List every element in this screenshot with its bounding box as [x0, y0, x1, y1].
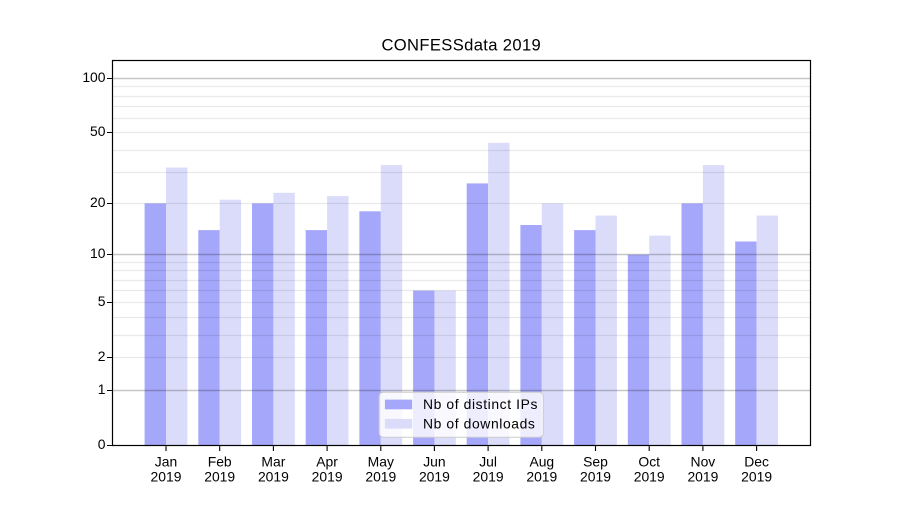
svg-text:10: 10	[90, 245, 106, 261]
svg-text:2019: 2019	[473, 469, 504, 485]
svg-text:2019: 2019	[580, 469, 611, 485]
svg-text:2019: 2019	[258, 469, 289, 485]
svg-text:Sep: Sep	[583, 454, 608, 470]
svg-text:5: 5	[98, 293, 106, 309]
svg-text:2019: 2019	[204, 469, 235, 485]
svg-text:2: 2	[98, 348, 106, 364]
svg-text:Nov: Nov	[691, 454, 716, 470]
svg-text:Jun: Jun	[423, 454, 445, 470]
svg-text:Nb of downloads: Nb of downloads	[423, 415, 535, 431]
svg-text:Jul: Jul	[479, 454, 497, 470]
svg-text:Nb of distinct IPs: Nb of distinct IPs	[423, 396, 538, 412]
svg-text:Feb: Feb	[208, 454, 232, 470]
svg-text:2019: 2019	[741, 469, 772, 485]
svg-text:Apr: Apr	[316, 454, 338, 470]
svg-text:CONFESSdata 2019: CONFESSdata 2019	[381, 36, 541, 55]
svg-text:Aug: Aug	[529, 454, 554, 470]
svg-text:2019: 2019	[312, 469, 343, 485]
svg-text:2019: 2019	[687, 469, 718, 485]
svg-text:2019: 2019	[634, 469, 665, 485]
svg-text:20: 20	[90, 194, 106, 210]
svg-text:Oct: Oct	[638, 454, 660, 470]
svg-text:2019: 2019	[419, 469, 450, 485]
svg-text:2019: 2019	[151, 469, 182, 485]
svg-text:2019: 2019	[526, 469, 557, 485]
svg-text:Dec: Dec	[744, 454, 769, 470]
svg-text:Mar: Mar	[261, 454, 285, 470]
svg-text:1: 1	[98, 381, 106, 397]
svg-text:2019: 2019	[365, 469, 396, 485]
svg-text:100: 100	[82, 69, 105, 85]
svg-text:0: 0	[98, 436, 106, 452]
svg-text:Jan: Jan	[155, 454, 177, 470]
svg-text:May: May	[368, 454, 394, 470]
svg-text:50: 50	[90, 123, 106, 139]
